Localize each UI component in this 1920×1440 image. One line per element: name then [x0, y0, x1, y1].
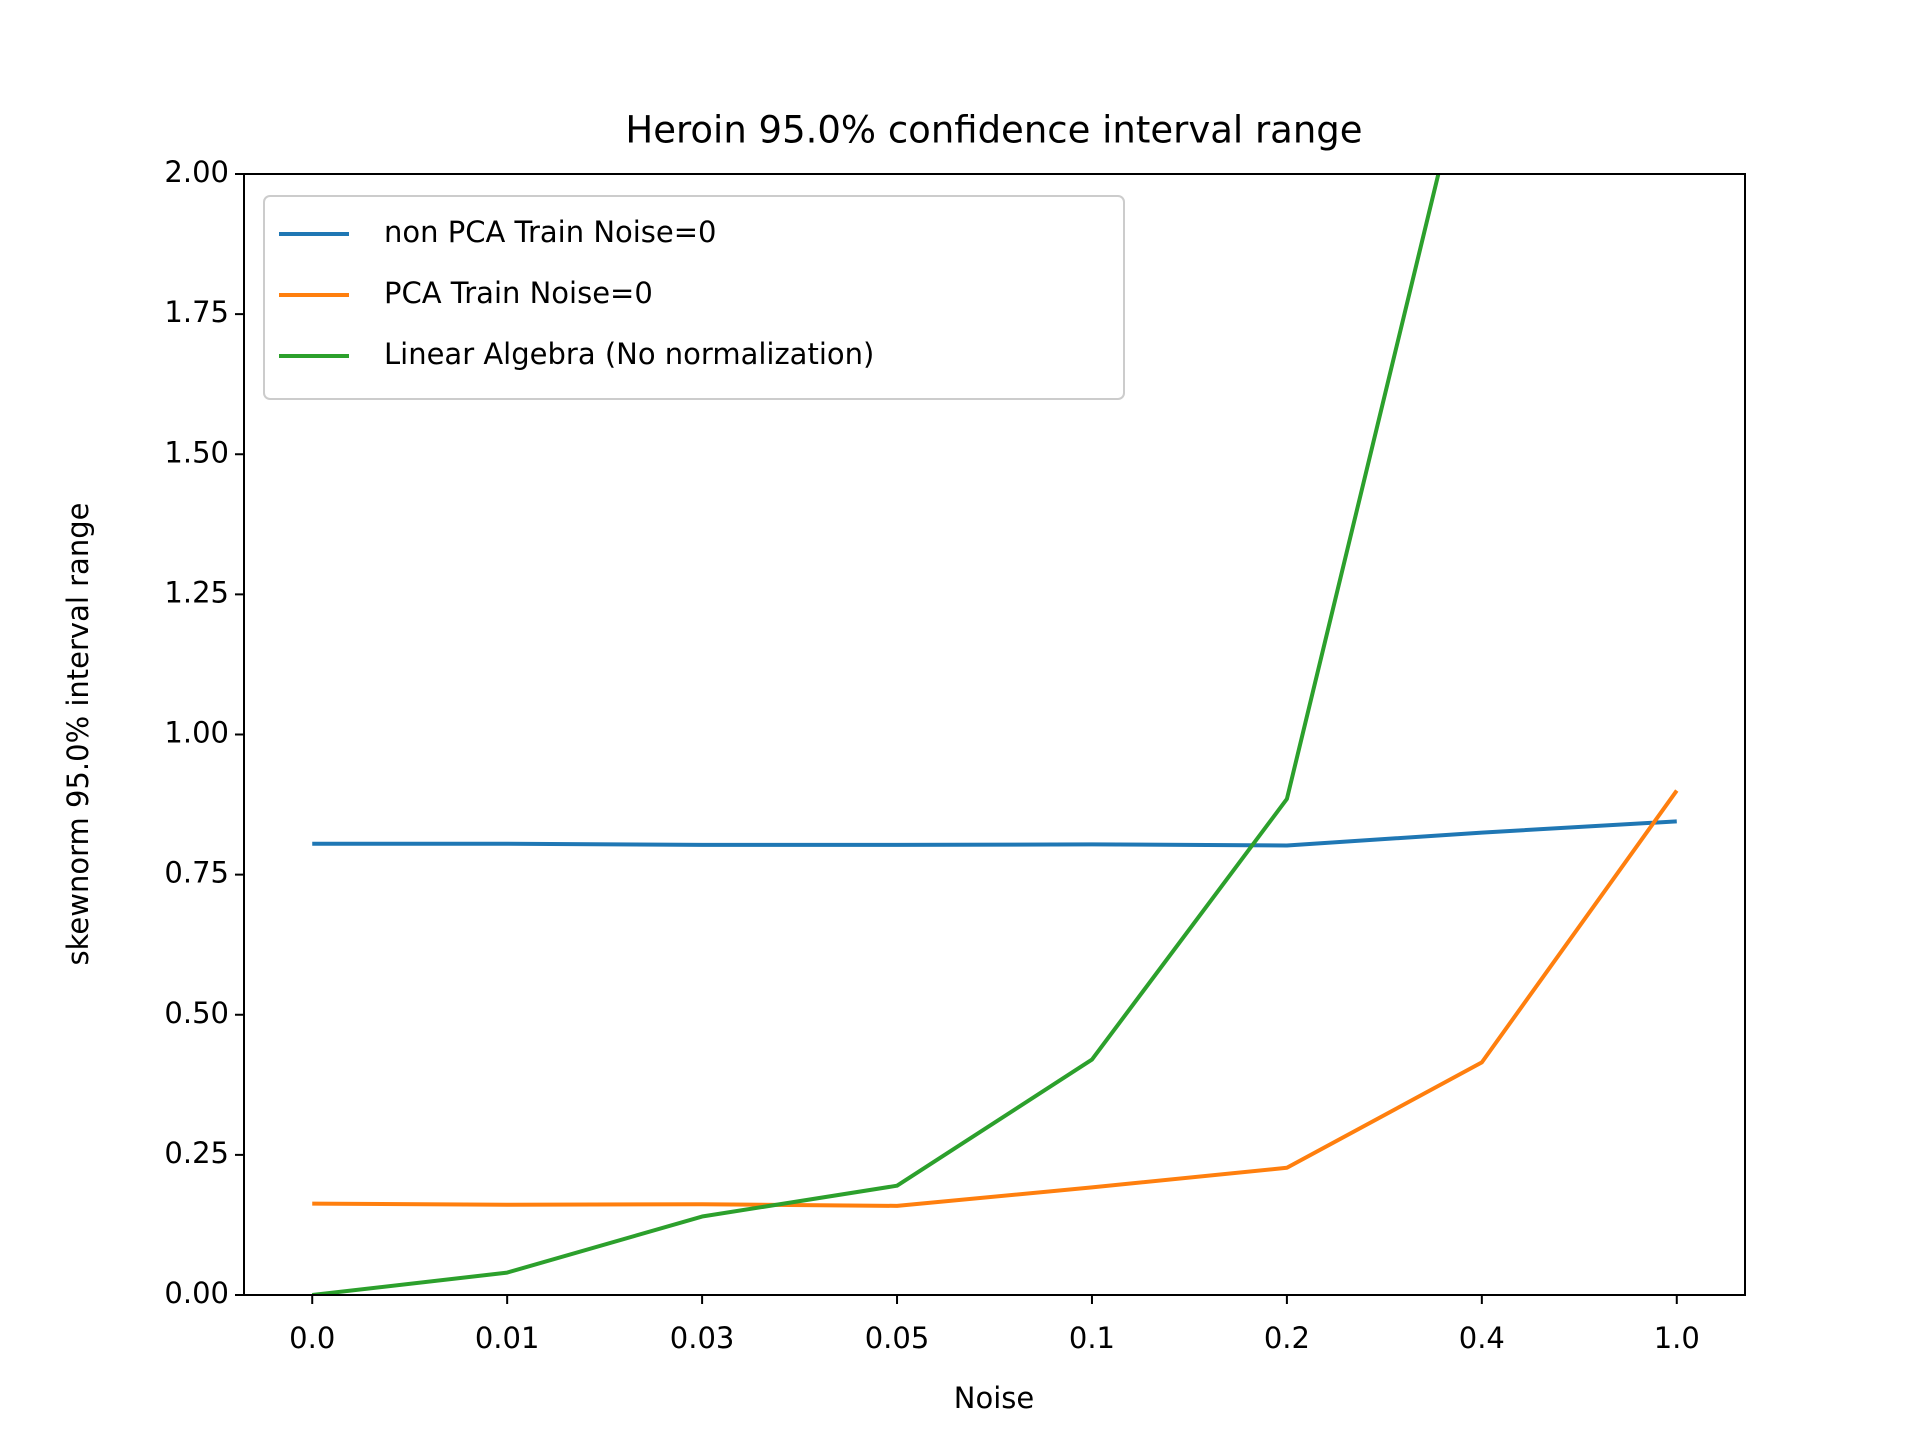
y-tick-label: 1.75 — [164, 295, 229, 329]
y-axis-label: skewnorm 95.0% interval range — [61, 503, 95, 966]
x-tick-label: 0.0 — [289, 1321, 335, 1355]
legend-frame — [263, 195, 1125, 400]
y-tick-label: 1.50 — [164, 435, 229, 469]
y-tick-label: 1.25 — [164, 575, 229, 609]
line-series — [312, 819, 1677, 848]
x-tick-label: 0.03 — [670, 1321, 735, 1355]
x-tick-label: 0.01 — [475, 1321, 540, 1355]
legend-label: non PCA Train Noise=0 — [384, 215, 717, 249]
plot-area — [311, 174, 1679, 1295]
chart-title: Heroin 95.0% confidence interval range — [625, 109, 1362, 152]
x-tick-label: 1.0 — [1654, 1321, 1700, 1355]
x-tick-label: 0.05 — [865, 1321, 930, 1355]
y-tick-label: 0.50 — [164, 996, 229, 1030]
y-tick-label: 0.00 — [164, 1276, 229, 1310]
y-tick-label: 2.00 — [164, 155, 229, 189]
legend-label: PCA Train Noise=0 — [384, 276, 653, 310]
x-axis-label: Noise — [954, 1381, 1034, 1415]
line-series — [311, 174, 1441, 1295]
y-tick-label: 0.75 — [164, 856, 229, 890]
line-series — [312, 789, 1679, 1208]
x-tick-label: 0.1 — [1069, 1321, 1115, 1355]
y-tick-label: 0.25 — [164, 1136, 229, 1170]
x-tick-label: 0.2 — [1264, 1321, 1310, 1355]
x-tick-label: 0.4 — [1459, 1321, 1505, 1355]
legend-label: Linear Algebra (No normalization) — [384, 337, 874, 371]
y-tick-label: 1.00 — [164, 716, 229, 750]
